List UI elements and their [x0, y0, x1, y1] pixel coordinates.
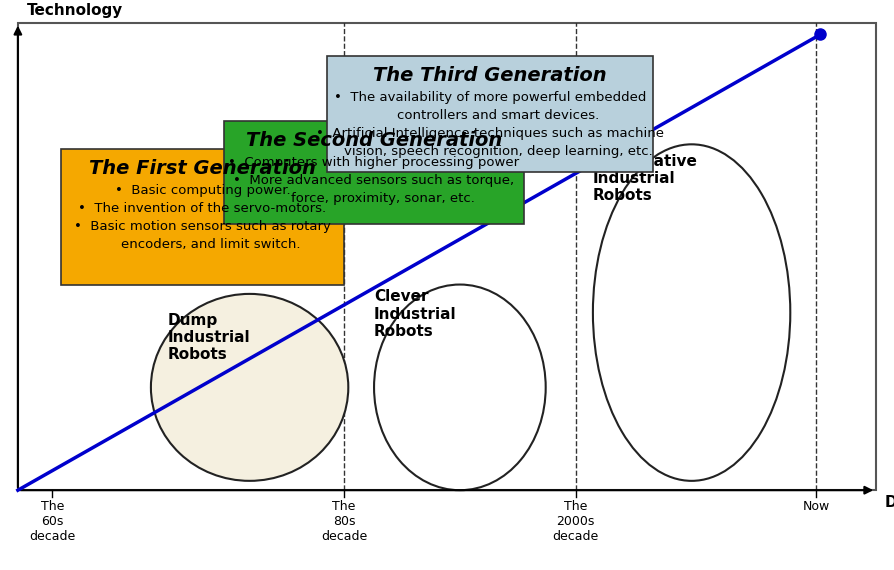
Text: Cooperative
Industrial
Robots: Cooperative Industrial Robots [593, 154, 696, 203]
Text: Technology: Technology [27, 3, 122, 18]
Text: •  Basic computing power.
•  The invention of the servo-motors.
•  Basic motion : • Basic computing power. • The invention… [74, 184, 331, 251]
Text: The
2000s
decade: The 2000s decade [552, 499, 599, 543]
Text: The Third Generation: The Third Generation [373, 66, 607, 85]
Text: Now: Now [803, 499, 830, 512]
Text: The First Generation: The First Generation [89, 159, 316, 178]
Ellipse shape [593, 144, 790, 481]
Text: The Second Generation: The Second Generation [246, 131, 502, 150]
Ellipse shape [374, 284, 545, 490]
FancyBboxPatch shape [327, 55, 653, 172]
Text: •  Computers with higher processing power
•  More advanced sensors such as torqu: • Computers with higher processing power… [229, 156, 519, 205]
Text: The
80s
decade: The 80s decade [321, 499, 367, 543]
FancyBboxPatch shape [224, 121, 524, 224]
Text: The
60s
decade: The 60s decade [30, 499, 75, 543]
Text: •  The availability of more powerful embedded
    controllers and smart devices.: • The availability of more powerful embe… [316, 91, 664, 157]
Text: Decades: Decades [885, 495, 894, 510]
FancyBboxPatch shape [61, 149, 344, 284]
Text: Clever
Industrial
Robots: Clever Industrial Robots [374, 289, 457, 339]
Text: Dump
Industrial
Robots: Dump Industrial Robots [168, 312, 250, 363]
Ellipse shape [151, 294, 349, 481]
